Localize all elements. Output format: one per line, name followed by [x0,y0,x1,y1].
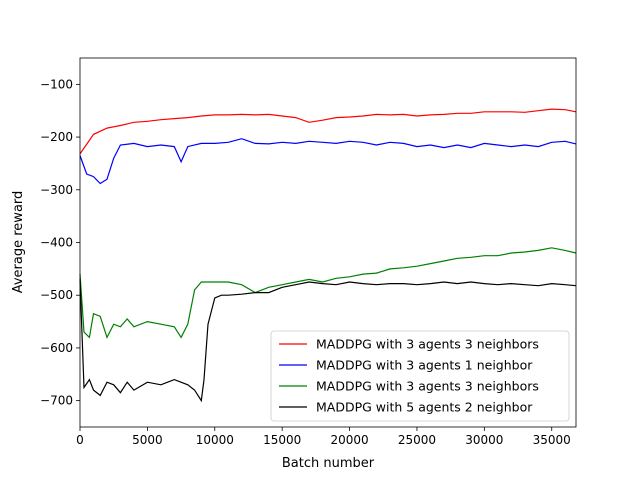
y-tick-label: −300 [40,183,73,197]
x-axis-label: Batch number [282,456,375,471]
y-tick-label: −100 [40,77,73,91]
series-line-4 [79,279,577,403]
x-tick-label: 15000 [263,433,301,447]
y-tick-label: −200 [40,130,73,144]
x-tick-label: 20000 [330,433,368,447]
series-line-3 [79,247,577,339]
x-tick-label: 5000 [132,433,163,447]
series-line-1 [79,108,577,155]
x-tick-label: 30000 [465,433,503,447]
x-tick-label: 10000 [196,433,234,447]
legend-entry-label: MADDPG with 3 agents 1 neighbor [316,358,533,373]
legend-entry-label: MADDPG with 3 agents 3 neighbors [316,379,539,394]
x-axis-ticks: 0 5000 10000 15000 20000 25000 30000 35000 [76,427,571,447]
series-layer [79,108,577,403]
legend: MADDPG with 3 agents 3 neighbors MADDPG w… [270,330,570,422]
y-axis-ticks: −700 −600 −500 −400 −300 −200 −100 [40,77,80,408]
x-tick-label: 25000 [398,433,436,447]
x-tick-label: 0 [76,433,84,447]
y-tick-label: −600 [40,341,73,355]
legend-box [270,330,570,422]
legend-entry-label: MADDPG with 5 agents 2 neighbor [316,400,533,415]
series-line-2 [79,138,577,185]
legend-entry-label: MADDPG with 3 agents 3 neighbors [316,337,539,352]
y-tick-label: −400 [40,236,73,250]
x-tick-label: 35000 [533,433,571,447]
y-axis-label: Average reward [11,191,26,294]
y-tick-label: −500 [40,288,73,302]
y-tick-label: −700 [40,394,73,408]
